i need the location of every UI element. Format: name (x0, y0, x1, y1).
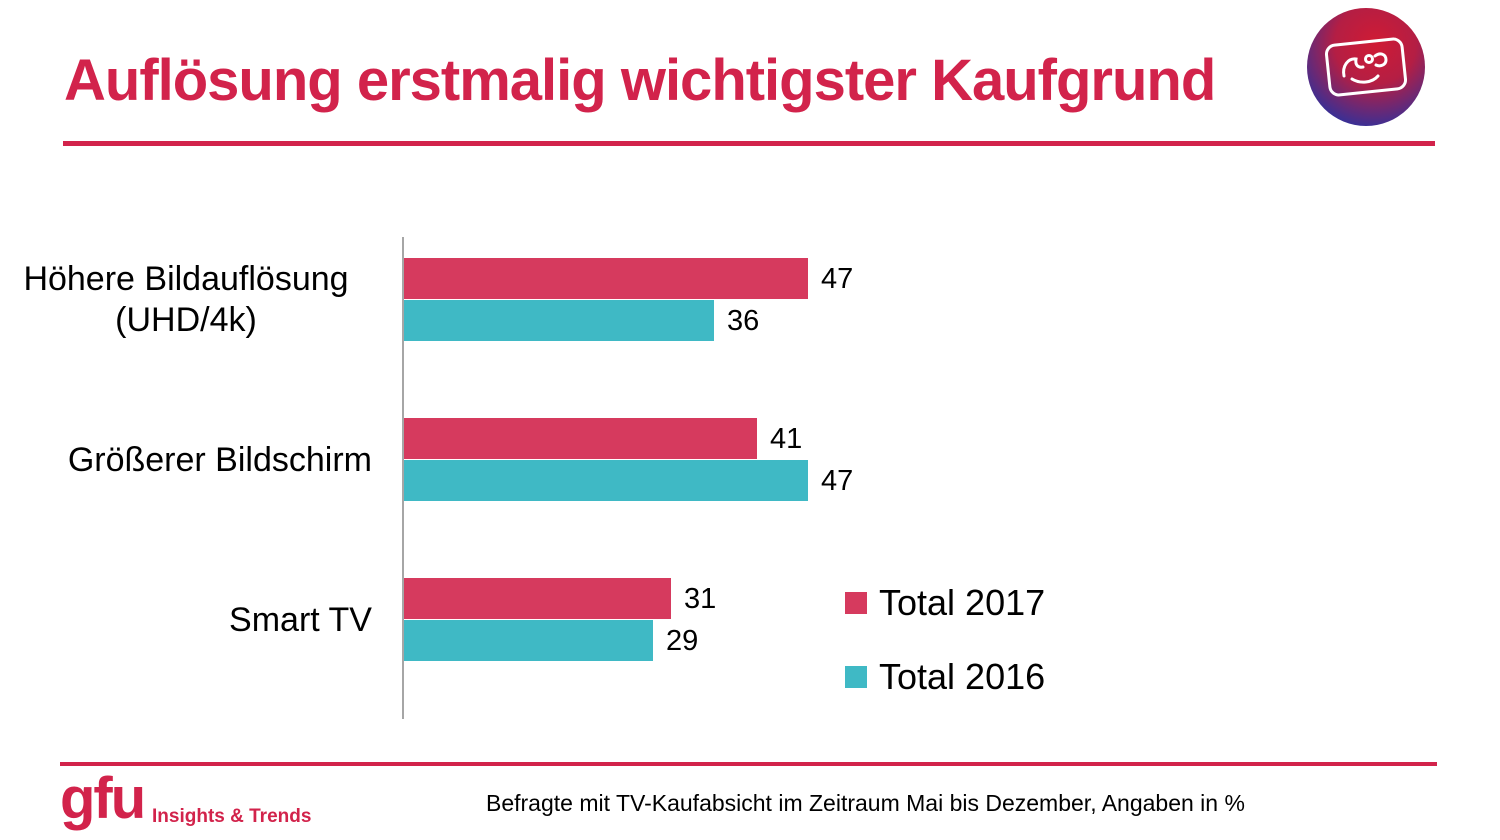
bar-value-label: 47 (821, 465, 854, 497)
bar-total-2016 (404, 300, 714, 341)
bar-value-label: 36 (727, 305, 760, 337)
footer-note: Befragte mit TV-Kaufabsicht im Zeitraum … (486, 790, 1245, 816)
bar-chart: Höhere Bildauflösung (UHD/4k) 47 36 Größere… (0, 237, 1500, 719)
gfu-brand: gfu Insights & Trends (60, 766, 311, 831)
gfu-emblem-icon (1307, 8, 1425, 126)
gfu-logo-text: gfu (60, 766, 146, 831)
bar-value-label: 31 (684, 583, 717, 615)
bar-total-2017 (404, 578, 671, 619)
category-label: Smart TV (0, 576, 372, 664)
y-axis-line (402, 237, 404, 719)
bar-total-2017 (404, 418, 757, 459)
legend-item: Total 2016 (845, 659, 1045, 695)
category-label-text: Größerer Bildschirm (67, 440, 372, 479)
legend-swatch (845, 666, 867, 688)
legend-item: Total 2017 (845, 585, 1045, 621)
bar-total-2016 (404, 460, 808, 501)
category-label-text: Höhere Bildauflösung (UHD/4k) (23, 260, 349, 339)
category-label-text: Smart TV (229, 600, 372, 639)
tv-face-sketch-icon (1324, 37, 1408, 97)
gfu-tagline: Insights & Trends (152, 806, 312, 827)
footer-divider (60, 762, 1437, 766)
legend-label: Total 2016 (879, 656, 1046, 697)
legend-swatch (845, 592, 867, 614)
category-label: Höhere Bildauflösung (UHD/4k) (0, 256, 372, 344)
page-title: Auflösung erstmalig wichtigster Kaufgrun… (64, 48, 1216, 113)
legend-label: Total 2017 (879, 582, 1046, 623)
bar-total-2017 (404, 258, 808, 299)
bar-value-label: 47 (821, 263, 854, 295)
bar-value-label: 41 (770, 423, 803, 455)
title-divider (63, 141, 1435, 146)
category-label: Größerer Bildschirm (0, 416, 372, 504)
bar-total-2016 (404, 620, 653, 661)
bar-value-label: 29 (666, 625, 699, 657)
chart-legend: Total 2017 Total 2016 (845, 585, 1045, 695)
